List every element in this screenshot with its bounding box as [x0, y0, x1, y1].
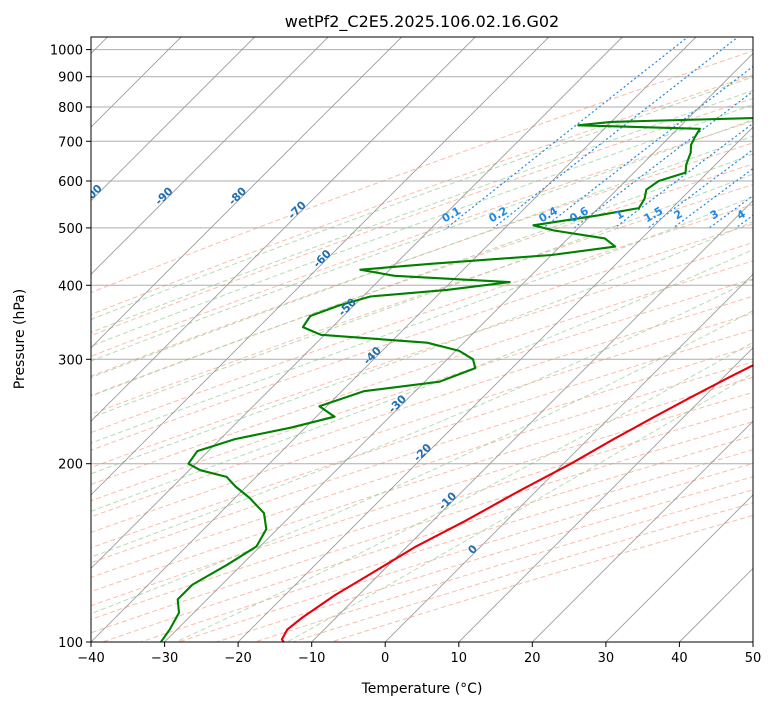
dry-adiabat-line — [91, 163, 753, 397]
y-tick-label: 100 — [58, 636, 83, 651]
x-tick-label: −40 — [77, 651, 104, 666]
dry-adiabat-line — [91, 223, 753, 451]
isobar-gridlines — [91, 49, 753, 642]
dry-adiabats — [91, 50, 753, 642]
moist-adiabats — [91, 76, 753, 642]
isotherms — [91, 37, 753, 642]
dry-adiabat-line — [91, 312, 753, 534]
dry-adiabat-line — [91, 183, 753, 415]
y-tick-label: 600 — [58, 175, 83, 190]
isotherm-line — [91, 37, 329, 275]
y-tick-label: 800 — [58, 101, 83, 116]
chart-title: wetPf2_C2E5.2025.106.02.16.G02 — [285, 12, 559, 32]
x-axis-ticks: −40 −30 −20 −10 0 10 20 30 40 50 — [77, 642, 761, 666]
dry-adiabat-line — [91, 203, 753, 434]
isotherm-line — [91, 37, 403, 349]
moist-adiabat-line — [91, 153, 753, 397]
isotherm-line — [163, 52, 753, 642]
x-tick-label: 20 — [524, 651, 541, 666]
isotherm-line — [531, 420, 753, 642]
moist-adiabat-line — [175, 341, 753, 642]
isotherm-line — [91, 37, 256, 202]
dry-adiabat-line — [91, 74, 753, 316]
x-tick-label: 40 — [671, 651, 688, 666]
isotherm-line — [384, 273, 753, 642]
x-axis-label: Temperature (°C) — [361, 681, 483, 697]
dry-adiabat-line — [91, 242, 753, 469]
profile-lines — [160, 117, 753, 642]
moist-adiabat-line — [287, 372, 753, 642]
y-tick-label: 900 — [58, 71, 83, 86]
moist-adiabat-line — [91, 249, 753, 512]
x-tick-label: −30 — [151, 651, 178, 666]
x-tick-label: −20 — [224, 651, 251, 666]
moist-adiabat-line — [91, 76, 753, 321]
isotherm-line — [91, 37, 697, 642]
isotherm-line — [237, 126, 753, 642]
y-axis-ticks: 100 200 300 400 500 600 700 800 900 1000 — [50, 44, 91, 651]
y-tick-label: 1000 — [50, 44, 83, 59]
moist-adiabat-line — [91, 104, 753, 347]
y-tick-label: 200 — [58, 458, 83, 473]
moist-adiabat-line — [91, 119, 753, 362]
y-axis-label: Pressure (hPa) — [12, 289, 28, 389]
x-tick-label: 30 — [598, 651, 615, 666]
isotherm-line — [91, 37, 550, 496]
isotherm-line — [91, 37, 624, 570]
isotherm-line — [91, 37, 476, 422]
y-tick-label: 400 — [58, 279, 83, 294]
dry-adiabat-line — [91, 278, 753, 502]
isotherm-line — [605, 494, 753, 642]
isotherm-line — [458, 347, 753, 642]
dry-adiabat-line — [91, 120, 753, 357]
x-tick-label: 10 — [451, 651, 468, 666]
dry-adiabat-line — [91, 50, 753, 294]
y-tick-label: 300 — [58, 353, 83, 368]
temperature-profile-line — [280, 364, 753, 642]
dry-adiabat-line — [91, 295, 753, 518]
y-tick-label: 500 — [58, 222, 83, 237]
dewpoint-profile-line — [160, 117, 753, 642]
plot-frame — [90, 36, 754, 643]
x-tick-label: 50 — [745, 651, 762, 666]
x-tick-label: 0 — [381, 651, 389, 666]
y-tick-label: 700 — [58, 135, 83, 150]
dry-adiabat-line — [91, 391, 753, 607]
x-tick-label: −10 — [298, 651, 325, 666]
moist-adiabat-line — [91, 135, 753, 379]
